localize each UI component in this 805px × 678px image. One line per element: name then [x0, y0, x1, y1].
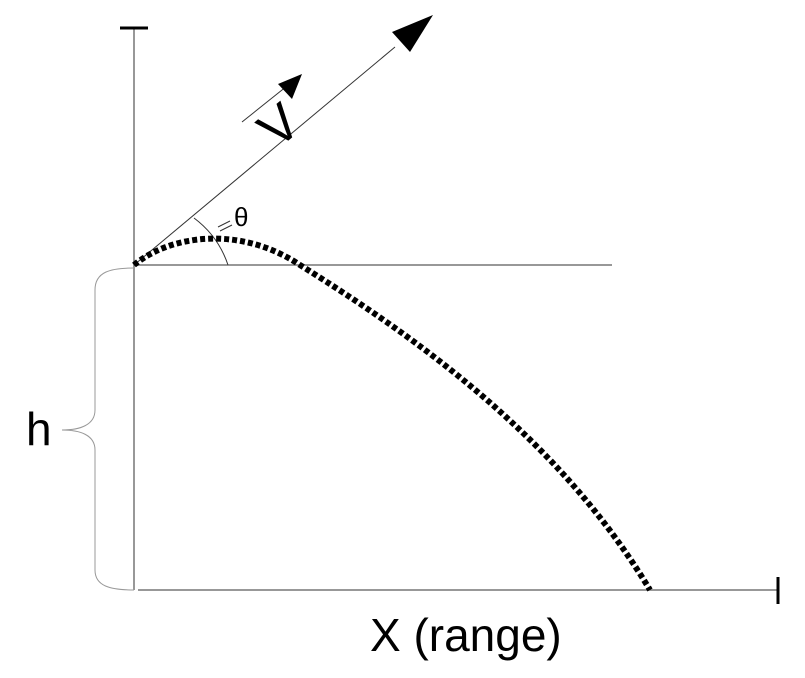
velocity-direction-arrowhead — [278, 74, 302, 99]
height-label: h — [26, 403, 52, 455]
angle-arc-tick — [217, 220, 231, 228]
range-label: X (range) — [370, 609, 562, 661]
velocity-vector — [133, 46, 396, 266]
angle-arc-tick — [219, 224, 233, 232]
angle-label: θ — [234, 202, 249, 232]
trajectory-path — [132, 235, 653, 592]
angle-arc — [193, 217, 229, 266]
height-brace — [61, 267, 135, 591]
velocity-arrowhead — [392, 15, 433, 52]
velocity-direction-arrow — [241, 85, 288, 123]
